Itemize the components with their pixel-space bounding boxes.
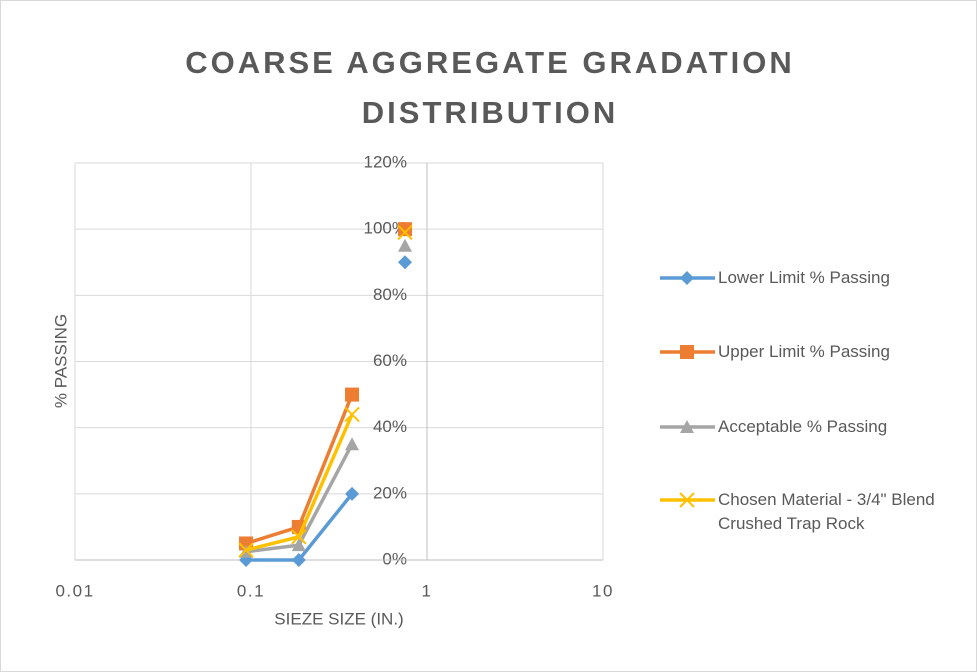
- y-tick-label: 120%: [364, 152, 407, 171]
- x-tick-label: 1: [422, 581, 433, 600]
- legend-label: Chosen Material - 3/4" Blend Crushed Tra…: [718, 490, 935, 533]
- marker: [398, 222, 413, 237]
- marker: [398, 255, 413, 270]
- marker: [345, 387, 360, 402]
- legend-label: Lower Limit % Passing: [718, 268, 890, 287]
- marker: [291, 529, 307, 545]
- y-axis-label: % PASSING: [51, 314, 70, 408]
- chart-title: COARSE AGGREGATE GRADATION DISTRIBUTION: [185, 45, 795, 130]
- marker: [680, 420, 694, 433]
- y-tick-label: 0%: [382, 549, 407, 568]
- marker: [345, 437, 360, 451]
- legend-label: Acceptable % Passing: [718, 417, 888, 436]
- y-tick-label: 100%: [364, 219, 407, 238]
- marker: [344, 406, 360, 423]
- marker: [680, 345, 694, 359]
- y-tick-label: 80%: [373, 285, 407, 304]
- marker: [397, 224, 413, 241]
- marker: [291, 553, 306, 567]
- marker: [398, 238, 413, 252]
- marker: [679, 492, 695, 508]
- x-tick-label: 10: [592, 581, 614, 600]
- marker: [291, 519, 306, 534]
- marker: [345, 486, 360, 501]
- x-tick-label: 0.1: [237, 581, 265, 600]
- marker: [238, 542, 254, 558]
- y-tick-label: 20%: [373, 483, 407, 502]
- y-tick-label: 60%: [373, 351, 407, 370]
- marker: [291, 538, 306, 552]
- x-tick-label: 0.01: [55, 581, 94, 600]
- legend-label: Upper Limit % Passing: [718, 342, 890, 361]
- marker: [680, 271, 694, 285]
- y-tick-label: 40%: [373, 417, 407, 436]
- x-axis-label: SIEZE SIZE (IN.): [274, 609, 403, 628]
